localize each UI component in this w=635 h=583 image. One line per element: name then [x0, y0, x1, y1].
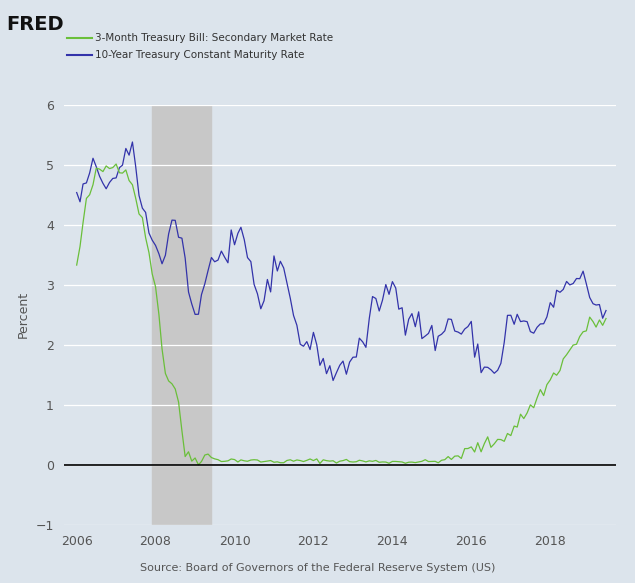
Y-axis label: Percent: Percent: [17, 292, 30, 338]
Text: FRED: FRED: [6, 15, 64, 34]
Text: 10-Year Treasury Constant Maturity Rate: 10-Year Treasury Constant Maturity Rate: [95, 50, 305, 61]
Bar: [152, 105, 211, 525]
Text: Source: Board of Governors of the Federal Reserve System (US): Source: Board of Governors of the Federa…: [140, 563, 495, 574]
Text: 3-Month Treasury Bill: Secondary Market Rate: 3-Month Treasury Bill: Secondary Market …: [95, 33, 333, 43]
